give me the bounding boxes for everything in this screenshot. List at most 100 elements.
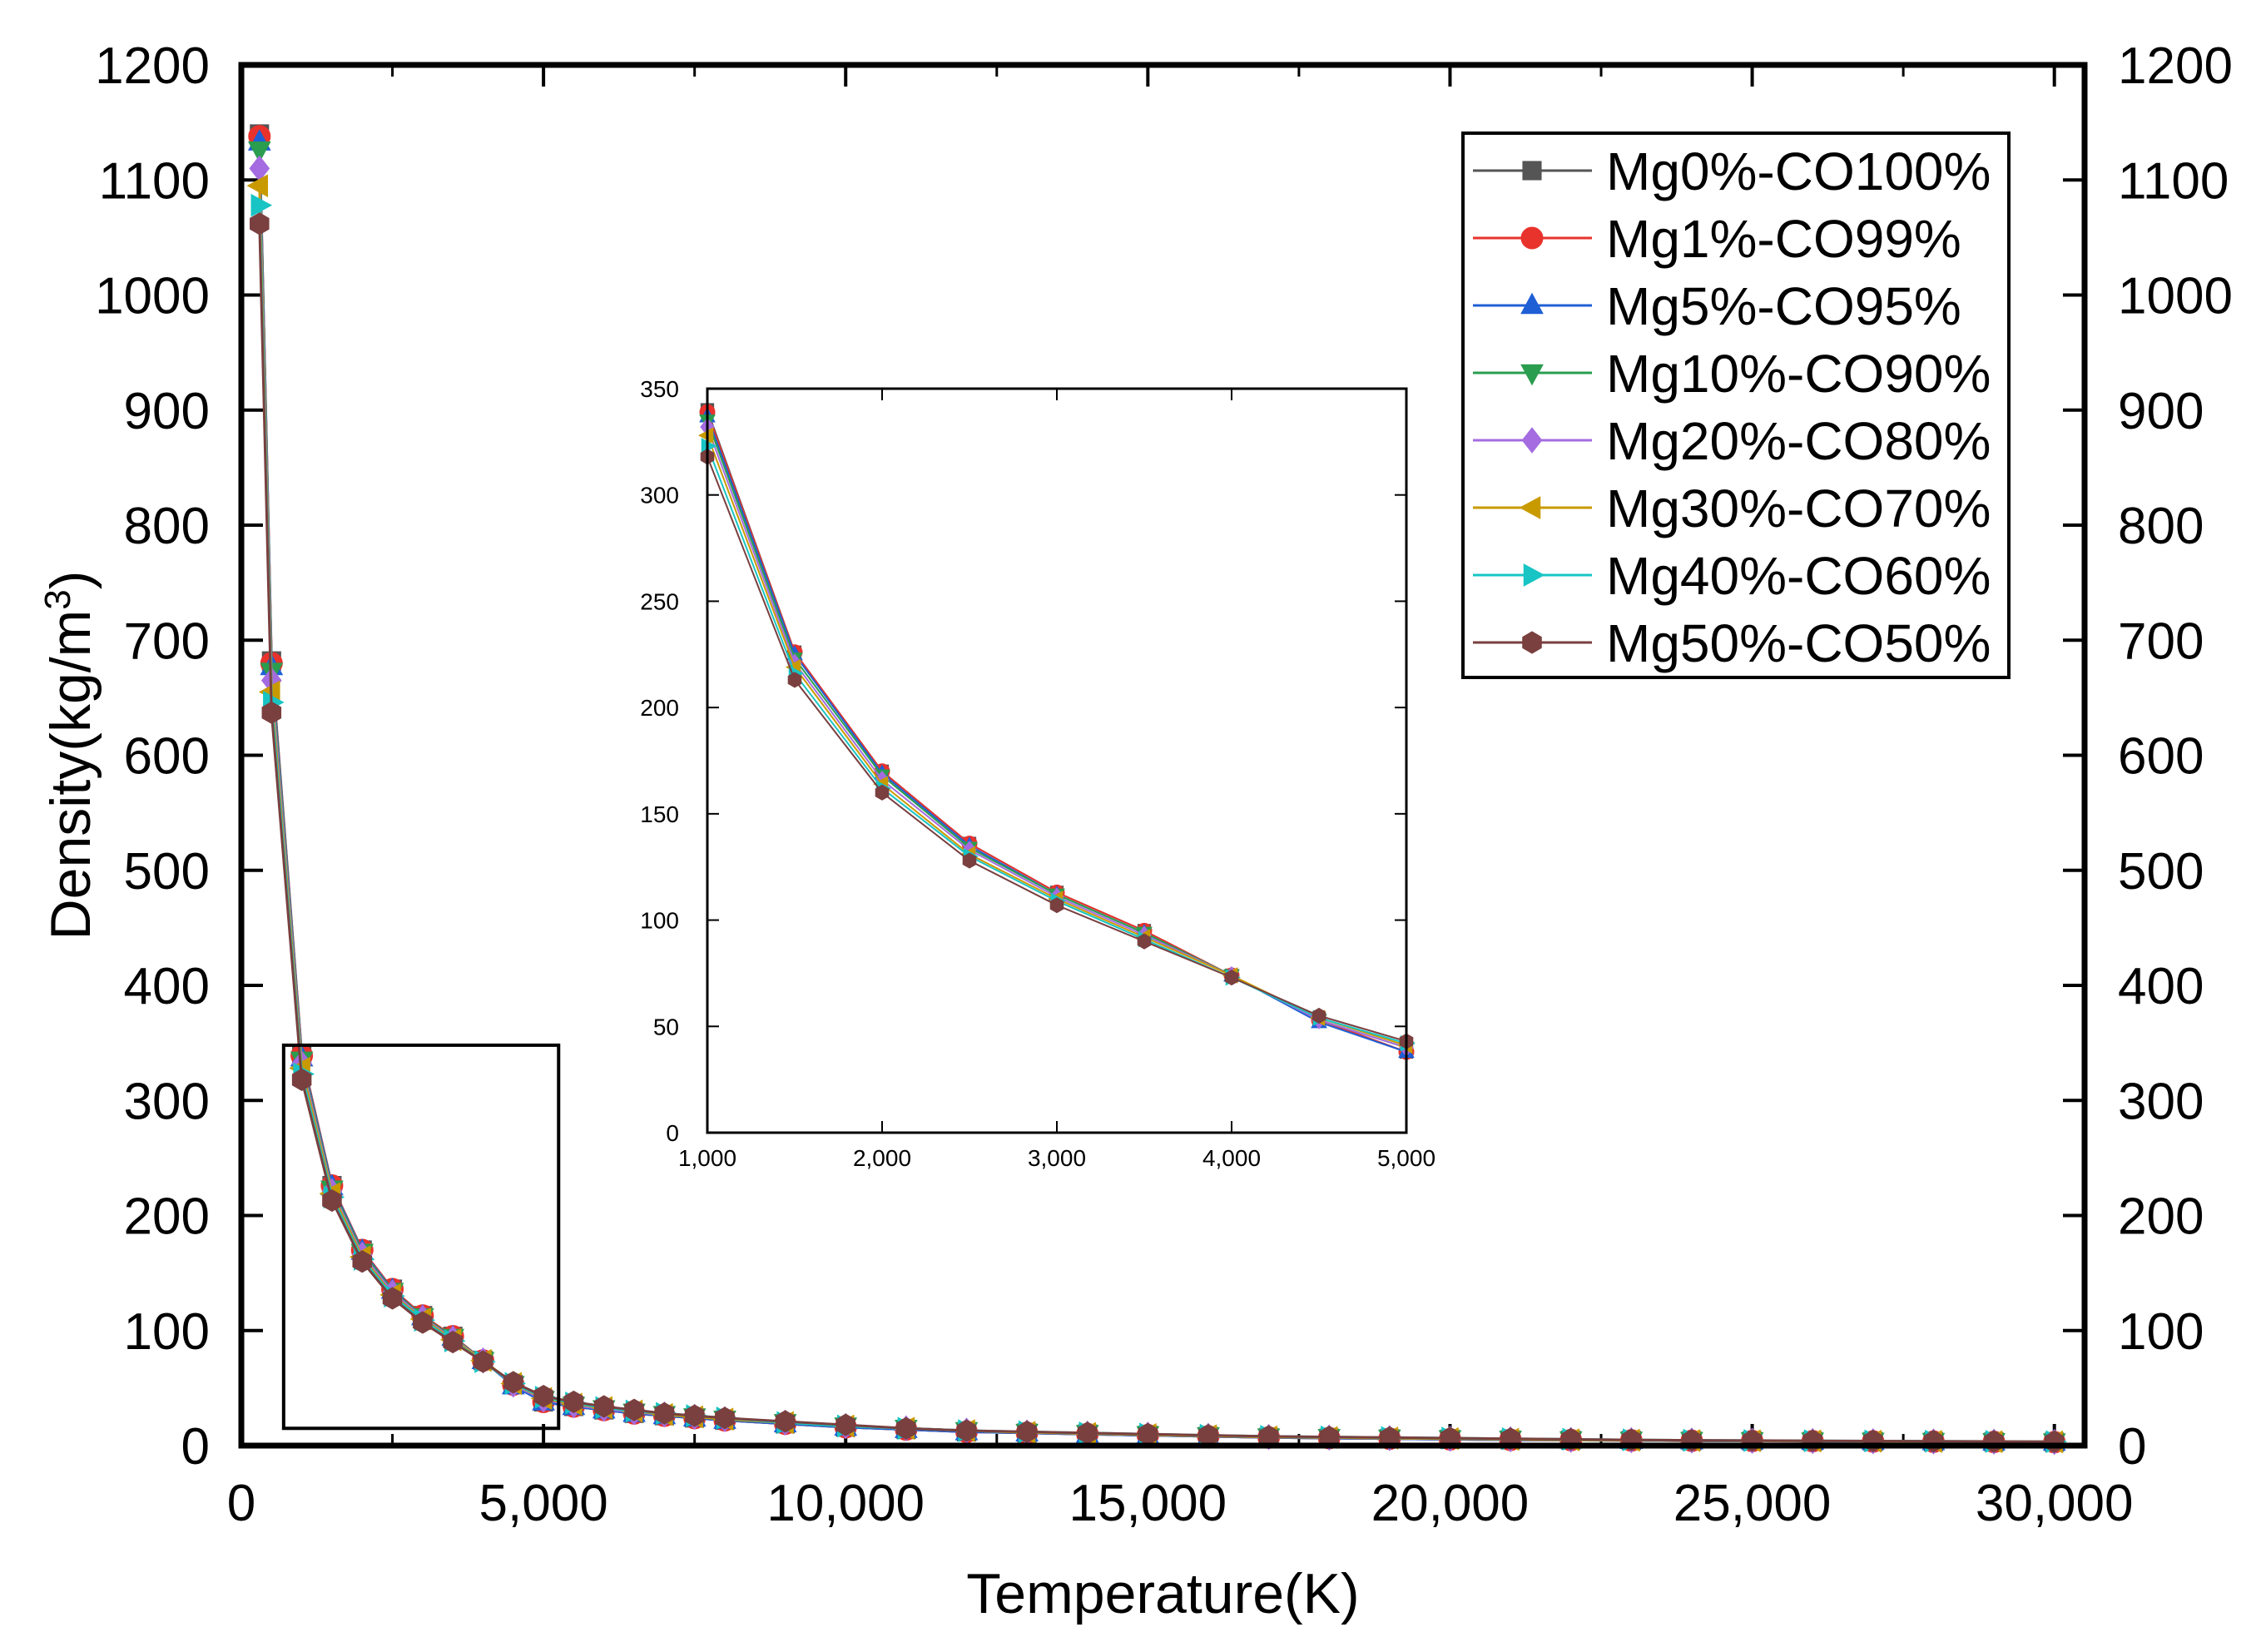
- legend-label: Mg5%-CO95%: [1606, 276, 1961, 336]
- y-tick-label-right: 400: [2118, 958, 2204, 1015]
- legend-marker: [1522, 161, 1542, 181]
- legend-entry: Mg10%-CO90%: [1473, 344, 1991, 404]
- x-tick-label: 20,000: [1371, 1475, 1530, 1532]
- data-point: [654, 1401, 675, 1425]
- y-tick-label-left: 1000: [95, 268, 210, 325]
- inset-background: [707, 389, 1406, 1133]
- inset-y-tick-label: 200: [640, 695, 679, 721]
- y-tick-label-left: 100: [124, 1303, 210, 1361]
- inset-x-tick-label: 5,000: [1377, 1145, 1435, 1171]
- data-point: [443, 1330, 463, 1354]
- inset-x-tick-label: 1,000: [678, 1145, 736, 1171]
- data-point: [956, 1419, 977, 1442]
- inset-data-point: [1049, 897, 1064, 914]
- inset-plot: 0 50 100 150 200 250 300 350 1,000 2,000 3,000 4,00…: [640, 376, 1435, 1171]
- data-point: [684, 1404, 705, 1427]
- y-tick-label-right: 1200: [2118, 37, 2233, 95]
- inset-x-tick-label: 4,000: [1202, 1145, 1261, 1171]
- y-tick-label-left: 400: [124, 958, 210, 1015]
- data-point: [246, 174, 269, 198]
- legend-marker: [1522, 631, 1542, 654]
- x-tick-label: 25,000: [1673, 1475, 1832, 1532]
- legend-marker: [1520, 364, 1544, 386]
- data-point: [593, 1395, 614, 1418]
- data-point: [473, 1350, 493, 1373]
- inset-y-tick-label: 100: [640, 908, 679, 934]
- y-tick-label-left: 900: [124, 383, 210, 440]
- y-tick-label-right: 100: [2118, 1303, 2204, 1361]
- inset-data-point: [1312, 1007, 1326, 1024]
- legend: Mg0%-CO100% Mg1%-CO99% Mg5%-CO95% Mg10%-CO9…: [1461, 131, 2011, 679]
- legend-label: Mg20%-CO80%: [1606, 411, 1991, 471]
- y-tick-label-left: 600: [124, 728, 210, 786]
- y-tick-label-right: 1000: [2118, 268, 2233, 325]
- inset-y-tick-label: 350: [640, 376, 679, 402]
- inset-y-tick-label: 0: [666, 1120, 679, 1146]
- y-tick-label-right: 600: [2118, 728, 2204, 786]
- legend-label: Mg0%-CO100%: [1606, 141, 1991, 201]
- inset-y-tick-label: 150: [640, 801, 679, 827]
- y-tick-label-left: 700: [124, 613, 210, 670]
- inset-data-point: [1137, 933, 1152, 950]
- x-tick-label: 10,000: [766, 1475, 925, 1532]
- inset-x-tick-label: 2,000: [853, 1145, 911, 1171]
- legend-entry: Mg0%-CO100%: [1473, 141, 1991, 201]
- legend-entry: Mg40%-CO60%: [1473, 546, 1991, 606]
- y-tick-label-left: 0: [181, 1418, 210, 1476]
- inset-data-point: [698, 427, 714, 444]
- legend-entry: Mg50%-CO50%: [1473, 613, 1991, 673]
- data-point: [533, 1384, 553, 1408]
- data-point: [715, 1406, 735, 1430]
- inset-data-point: [875, 784, 890, 801]
- y-tick-label-right: 500: [2118, 843, 2204, 900]
- legend-entry: Mg1%-CO99%: [1473, 209, 1961, 269]
- data-point: [250, 193, 273, 217]
- data-point: [563, 1390, 584, 1414]
- inset-y-tick-label: 50: [653, 1014, 679, 1039]
- inset-x-tick-label: 3,000: [1028, 1145, 1086, 1171]
- inset-data-point: [787, 672, 802, 688]
- data-point: [413, 1311, 433, 1334]
- y-tick-label-left: 1200: [95, 37, 210, 95]
- data-point: [896, 1416, 916, 1440]
- y-tick-label-right: 800: [2118, 498, 2204, 555]
- legend-marker: [1521, 427, 1543, 454]
- legend-label: Mg50%-CO50%: [1606, 613, 1991, 673]
- data-point: [322, 1188, 342, 1213]
- data-point: [352, 1250, 373, 1273]
- inset-frame: [706, 387, 1408, 1134]
- x-tick-label: 30,000: [1976, 1475, 2134, 1532]
- y-tick-label-right: 200: [2118, 1188, 2204, 1246]
- data-point: [624, 1398, 644, 1421]
- legend-marker: [1520, 292, 1544, 315]
- data-point: [250, 212, 270, 236]
- legend-entry: Mg30%-CO70%: [1473, 479, 1991, 538]
- y-tick-label-right: 700: [2118, 613, 2204, 670]
- y-tick-label-left: 500: [124, 843, 210, 900]
- legend-label: Mg30%-CO70%: [1606, 479, 1991, 538]
- inset-y-tick-label: 300: [640, 483, 679, 508]
- legend-marker: [1523, 563, 1545, 587]
- legend-entry: Mg20%-CO80%: [1473, 411, 1991, 471]
- data-point: [775, 1410, 796, 1433]
- x-tick-label: 5,000: [479, 1475, 608, 1532]
- data-point: [247, 141, 271, 163]
- legend-label: Mg10%-CO90%: [1606, 344, 1991, 404]
- data-point: [291, 1068, 312, 1091]
- legend-marker: [1520, 226, 1544, 250]
- legend-box: [1461, 131, 2011, 679]
- inset-y-tick-label: 250: [640, 588, 679, 614]
- y-tick-label-left: 300: [124, 1073, 210, 1130]
- y-tick-label-right: 1100: [2118, 152, 2229, 210]
- y-tick-label-left: 200: [124, 1188, 210, 1246]
- plot-frame: [238, 62, 2088, 1449]
- data-point: [261, 701, 282, 724]
- data-point: [835, 1413, 855, 1436]
- x-tick-label: 15,000: [1069, 1475, 1227, 1532]
- data-point: [1017, 1420, 1037, 1443]
- zoom-box: [281, 1043, 561, 1431]
- x-tick-label: 0: [227, 1475, 255, 1532]
